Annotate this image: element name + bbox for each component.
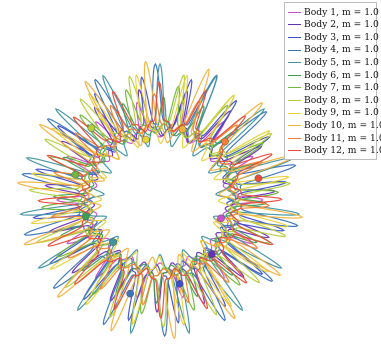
legend-swatch (288, 24, 301, 26)
body-marker (71, 170, 80, 179)
legend: Body 1, m = 1.0 Body 2, m = 1.0 Body 3, m … (284, 2, 381, 160)
legend-item: Body 7, m = 1.0 (288, 82, 379, 95)
legend-label: Body 6, m = 1.0 (304, 69, 379, 81)
orbit-line (40, 85, 280, 315)
legend-swatch (288, 49, 301, 51)
legend-swatch (288, 112, 301, 114)
legend-item: Body 2, m = 1.0 (288, 19, 379, 32)
legend-label: Body 10, m = 1.0 (304, 120, 381, 132)
legend-swatch (288, 150, 301, 152)
legend-item: Body 1, m = 1.0 (288, 6, 379, 19)
legend-label: Body 9, m = 1.0 (304, 107, 379, 119)
body-marker (87, 124, 96, 132)
legend-swatch (288, 36, 301, 38)
legend-item: Body 11, m = 1.0 (288, 132, 381, 145)
legend-swatch (288, 125, 301, 127)
legend-swatch (288, 99, 301, 101)
body-marker (109, 238, 118, 246)
body-marker (217, 214, 225, 223)
legend-swatch (288, 137, 301, 139)
legend-item: Body 9, m = 1.0 (288, 107, 379, 120)
body-marker (126, 289, 135, 298)
legend-label: Body 12, m = 1.0 (304, 145, 381, 157)
legend-item: Body 6, m = 1.0 (288, 69, 379, 82)
body-marker (207, 250, 216, 259)
orbit-line (19, 62, 300, 335)
legend-item: Body 8, m = 1.0 (288, 94, 379, 107)
legend-item: Body 12, m = 1.0 (288, 145, 381, 158)
legend-label: Body 3, m = 1.0 (304, 31, 379, 43)
body-marker (141, 135, 150, 144)
legend-item: Body 5, m = 1.0 (288, 56, 379, 69)
legend-label: Body 8, m = 1.0 (304, 94, 379, 106)
orbit-paths (16, 60, 304, 340)
orbit-line (51, 93, 271, 306)
body-markers (71, 124, 263, 298)
legend-swatch (288, 11, 301, 13)
legend-item: Body 3, m = 1.0 (288, 31, 379, 44)
legend-item: Body 10, m = 1.0 (288, 119, 381, 132)
legend-label: Body 7, m = 1.0 (304, 82, 379, 94)
body-marker (175, 280, 184, 288)
legend-label: Body 11, m = 1.0 (304, 132, 381, 144)
body-marker (221, 137, 229, 146)
legend-label: Body 2, m = 1.0 (304, 19, 379, 31)
orbit-line (37, 80, 283, 320)
legend-label: Body 1, m = 1.0 (304, 6, 379, 18)
orbit-line (32, 76, 288, 324)
body-marker (178, 125, 187, 134)
legend-rows: Body 1, m = 1.0 Body 2, m = 1.0 Body 3, m … (288, 6, 381, 158)
body-marker (254, 174, 263, 183)
body-marker (81, 212, 90, 221)
legend-item: Body 4, m = 1.0 (288, 44, 379, 57)
legend-swatch (288, 87, 301, 89)
legend-swatch (288, 62, 301, 64)
legend-swatch (288, 74, 301, 76)
legend-label: Body 5, m = 1.0 (304, 57, 379, 69)
legend-label: Body 4, m = 1.0 (304, 44, 379, 56)
orbit-line (30, 73, 290, 327)
